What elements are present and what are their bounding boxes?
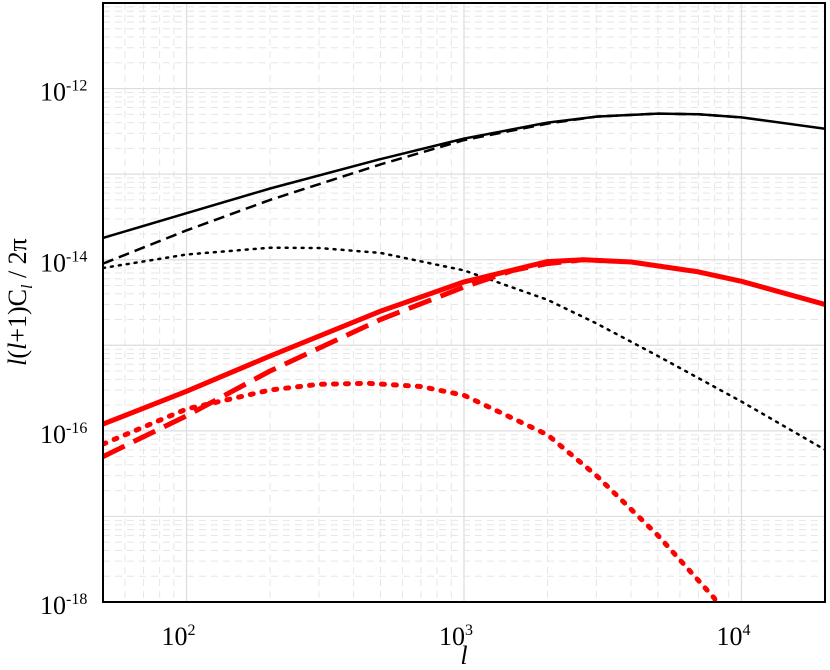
x-tick-label: 102 xyxy=(162,622,196,651)
y-tick-label: 10-12 xyxy=(40,78,87,107)
x-axis-label: l xyxy=(460,641,467,670)
y-axis-label: l(l+1)Cl / 2π xyxy=(3,238,36,366)
x-tick-labels: 102 103 104 xyxy=(162,622,751,651)
y-tick-label: 10-18 xyxy=(40,591,87,620)
series-layer xyxy=(103,112,825,602)
plot-frame xyxy=(102,2,826,603)
x-tick-label: 103 xyxy=(439,622,473,651)
y-tick-label: 10-16 xyxy=(40,420,87,449)
y-tick-labels: 10-12 10-14 10-16 10-18 xyxy=(40,78,87,620)
grid xyxy=(102,2,826,603)
y-tick-label: 10-14 xyxy=(40,249,87,278)
series-line-black-dashed xyxy=(103,112,742,265)
series-line-red-dotted xyxy=(103,380,719,602)
series-line-red-dashed xyxy=(103,257,584,459)
x-tick-label: 104 xyxy=(716,622,750,651)
series-line-black-dotted xyxy=(103,246,825,452)
